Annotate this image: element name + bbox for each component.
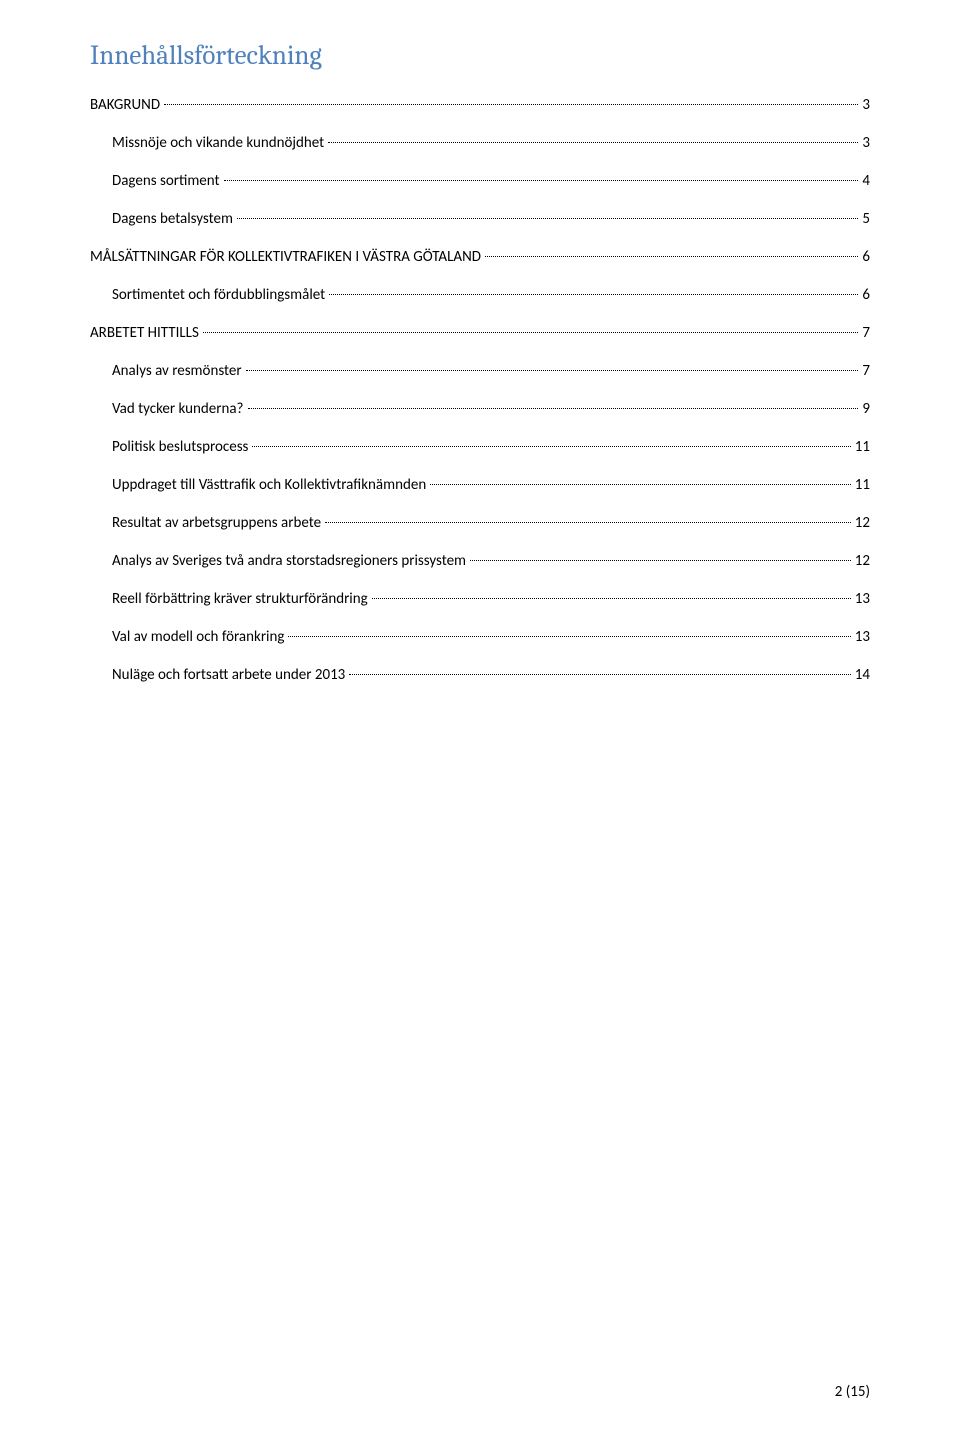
toc-entry-page: 5 [862,207,870,231]
toc-entry-label: MÅLSÄTTNINGAR FÖR KOLLEKTIVTRAFIKEN I VÄ… [90,245,481,269]
toc-entry-page: 4 [862,169,870,193]
toc-entry-label: Uppdraget till Västtrafik och Kollektivt… [112,473,426,497]
toc-list: BAKGRUND3Missnöje och vikande kundnöjdhe… [90,93,870,687]
toc-entry[interactable]: Uppdraget till Västtrafik och Kollektivt… [90,473,870,497]
page-footer: 2 (15) [835,1383,870,1401]
toc-leader-dots [329,294,858,295]
toc-entry-label: Dagens sortiment [112,169,220,193]
toc-entry-page: 13 [855,587,870,611]
toc-entry-page: 13 [855,625,870,649]
toc-entry-page: 7 [862,321,870,345]
toc-leader-dots [224,180,859,181]
toc-entry-page: 11 [855,473,870,497]
toc-leader-dots [485,256,858,257]
toc-entry-page: 3 [862,93,870,117]
toc-entry-page: 7 [862,359,870,383]
toc-entry[interactable]: Val av modell och förankring 13 [90,625,870,649]
toc-entry[interactable]: Reell förbättring kräver strukturförändr… [90,587,870,611]
toc-leader-dots [248,408,859,409]
toc-entry-page: 3 [862,131,870,155]
toc-leader-dots [470,560,851,561]
toc-entry-label: Politisk beslutsprocess [112,435,248,459]
toc-entry-label: Nuläge och fortsatt arbete under 2013 [112,663,345,687]
toc-entry[interactable]: BAKGRUND 3 [90,93,870,117]
toc-entry[interactable]: Analys av resmönster 7 [90,359,870,383]
toc-entry-page: 14 [855,663,870,687]
toc-entry-label: ARBETET HITTILLS [90,321,199,345]
toc-entry-label: Analys av Sveriges två andra storstadsre… [112,549,466,573]
toc-entry-label: Sortimentet och fördubblingsmålet [112,283,325,307]
toc-leader-dots [325,522,851,523]
toc-leader-dots [349,674,850,675]
toc-entry[interactable]: Nuläge och fortsatt arbete under 2013 14 [90,663,870,687]
toc-entry-label: Resultat av arbetsgruppens arbete [112,511,321,535]
toc-entry[interactable]: Vad tycker kunderna? 9 [90,397,870,421]
toc-entry[interactable]: Missnöje och vikande kundnöjdhet 3 [90,131,870,155]
toc-leader-dots [252,446,850,447]
toc-entry[interactable]: Dagens sortiment 4 [90,169,870,193]
toc-leader-dots [246,370,859,371]
toc-entry[interactable]: Dagens betalsystem 5 [90,207,870,231]
toc-entry-label: Missnöje och vikande kundnöjdhet [112,131,324,155]
toc-title: Innehållsförteckning [90,40,870,71]
toc-leader-dots [288,636,850,637]
toc-entry[interactable]: Resultat av arbetsgruppens arbete 12 [90,511,870,535]
toc-entry[interactable]: Politisk beslutsprocess 11 [90,435,870,459]
toc-entry-page: 6 [862,245,870,269]
toc-entry[interactable]: Analys av Sveriges två andra storstadsre… [90,549,870,573]
toc-entry-page: 6 [862,283,870,307]
toc-entry-label: Dagens betalsystem [112,207,233,231]
toc-leader-dots [237,218,858,219]
toc-entry-page: 12 [855,549,870,573]
toc-leader-dots [372,598,851,599]
toc-entry[interactable]: Sortimentet och fördubblingsmålet 6 [90,283,870,307]
toc-leader-dots [328,142,858,143]
toc-entry-page: 12 [855,511,870,535]
toc-entry-label: BAKGRUND [90,93,160,117]
toc-entry-label: Reell förbättring kräver strukturförändr… [112,587,368,611]
toc-entry-label: Vad tycker kunderna? [112,397,244,421]
toc-entry[interactable]: MÅLSÄTTNINGAR FÖR KOLLEKTIVTRAFIKEN I VÄ… [90,245,870,269]
toc-entry-page: 11 [855,435,870,459]
toc-leader-dots [430,484,851,485]
toc-leader-dots [164,104,858,105]
toc-entry[interactable]: ARBETET HITTILLS 7 [90,321,870,345]
toc-entry-label: Analys av resmönster [112,359,242,383]
toc-leader-dots [203,332,859,333]
toc-entry-page: 9 [862,397,870,421]
toc-entry-label: Val av modell och förankring [112,625,284,649]
